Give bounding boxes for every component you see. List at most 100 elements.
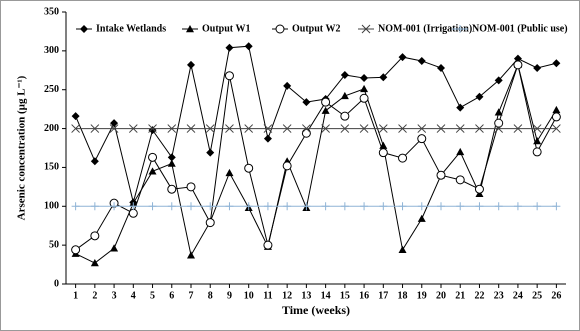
marker: [513, 202, 522, 211]
legend-label: NOM-001 (Public use): [472, 23, 568, 34]
marker: [398, 53, 407, 62]
marker: [552, 59, 561, 68]
marker: [417, 214, 426, 222]
marker: [244, 163, 254, 173]
y-tick-label: 50: [49, 239, 59, 250]
x-tick-label: 11: [263, 290, 272, 301]
marker: [263, 240, 273, 250]
marker: [513, 60, 523, 70]
marker: [206, 202, 215, 211]
marker: [244, 124, 254, 133]
marker: [90, 202, 99, 211]
marker: [224, 71, 234, 81]
legend-marker: [361, 24, 371, 34]
marker: [244, 42, 253, 51]
marker: [379, 73, 388, 82]
marker: [283, 202, 292, 211]
x-tick-label: 6: [169, 290, 174, 301]
marker: [263, 124, 273, 133]
marker: [475, 202, 484, 211]
marker: [494, 108, 503, 116]
marker: [167, 184, 177, 194]
x-tick-label: 22: [474, 290, 484, 301]
marker: [129, 202, 138, 211]
marker: [71, 112, 80, 121]
marker: [321, 97, 331, 107]
x-tick-label: 20: [436, 290, 446, 301]
marker: [552, 124, 561, 133]
marker: [110, 119, 119, 128]
marker: [455, 175, 465, 185]
marker: [417, 202, 426, 211]
marker: [456, 202, 465, 211]
marker: [340, 202, 349, 211]
x-tick-label: 13: [301, 290, 311, 301]
marker: [474, 184, 484, 194]
marker: [552, 202, 561, 211]
marker: [302, 202, 311, 211]
marker: [186, 124, 196, 133]
marker: [398, 124, 407, 133]
marker: [340, 91, 349, 100]
marker: [225, 43, 234, 52]
x-tick-label: 4: [131, 290, 136, 301]
marker: [90, 124, 100, 133]
y-tick-label: 150: [44, 162, 59, 173]
y-tick-label: 100: [44, 201, 59, 212]
legend-marker: [275, 24, 285, 34]
y-tick-label: 300: [44, 45, 59, 56]
marker: [186, 182, 196, 192]
marker: [359, 93, 369, 103]
series-line: [75, 45, 557, 203]
marker: [360, 202, 369, 211]
marker: [379, 202, 388, 211]
marker: [110, 244, 119, 252]
marker: [360, 74, 369, 83]
marker: [187, 60, 195, 69]
marker: [398, 245, 407, 254]
x-tick-label: 16: [359, 290, 369, 301]
marker: [340, 70, 349, 79]
marker: [205, 218, 215, 228]
y-tick-label: 250: [44, 84, 59, 95]
marker: [71, 202, 80, 211]
marker: [513, 124, 523, 133]
x-tick-label: 12: [282, 290, 292, 301]
marker: [475, 92, 484, 101]
marker: [398, 202, 407, 211]
marker: [533, 63, 542, 72]
marker: [225, 124, 234, 133]
marker: [456, 103, 465, 112]
marker: [206, 148, 215, 157]
x-tick-label: 17: [378, 290, 388, 301]
marker: [533, 202, 542, 211]
legend-label: Output W2: [292, 23, 340, 34]
x-tick-label: 21: [455, 290, 465, 301]
marker: [167, 159, 176, 167]
legend-marker: [456, 25, 464, 33]
marker: [398, 153, 408, 163]
x-tick-label: 5: [150, 290, 155, 301]
x-tick-label: 23: [494, 290, 504, 301]
marker: [90, 157, 99, 166]
marker: [167, 124, 177, 133]
legend-marker: [186, 25, 194, 33]
marker: [244, 202, 253, 211]
x-axis-label: Time (weeks): [282, 303, 350, 317]
x-tick-label: 3: [112, 290, 117, 301]
marker: [494, 124, 504, 133]
x-tick-label: 10: [244, 290, 254, 301]
marker: [378, 124, 388, 133]
marker: [417, 56, 426, 65]
marker: [551, 112, 561, 122]
y-tick-label: 350: [44, 6, 59, 17]
marker: [148, 152, 158, 162]
marker: [360, 84, 369, 93]
marker: [187, 251, 195, 259]
marker: [225, 168, 234, 177]
marker: [321, 202, 330, 211]
marker: [417, 124, 427, 133]
x-tick-label: 15: [340, 290, 350, 301]
marker: [282, 124, 292, 133]
marker: [263, 134, 272, 143]
